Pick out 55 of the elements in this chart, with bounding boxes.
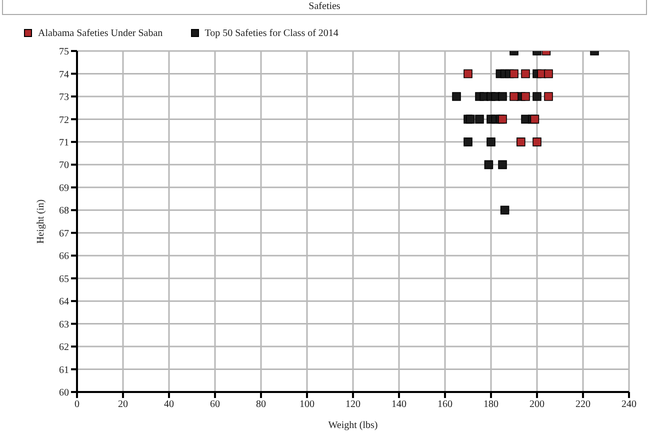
x-tick-label: 240 (622, 399, 636, 410)
point (475, 114, 484, 124)
y-tick-label: 67 (59, 228, 69, 240)
point (521, 92, 530, 101)
point (464, 69, 472, 78)
point (466, 114, 475, 124)
y-tick-label: 68 (59, 206, 69, 217)
point (500, 206, 510, 215)
point (464, 138, 472, 146)
point (510, 69, 518, 78)
y-tick-label: 70 (59, 160, 69, 172)
x-tick-label: 100 (300, 399, 314, 410)
x-tick-label: 160 (438, 399, 452, 410)
y-tick-label: 74 (59, 69, 69, 80)
y-tick-label: 71 (59, 137, 69, 148)
x-tick-label: 20 (118, 399, 128, 410)
x-tick-label: 220 (576, 399, 590, 410)
x-tick-label: 200 (530, 399, 544, 410)
y-tick-label: 72 (59, 114, 69, 126)
point (521, 69, 530, 78)
x-tick-label: 0 (74, 399, 80, 410)
point (532, 138, 542, 146)
y-tick-label: 66 (59, 251, 69, 262)
point (510, 92, 518, 101)
x-tick-label: 140 (392, 399, 406, 410)
point (498, 114, 507, 124)
x-tick-label: 60 (210, 399, 220, 410)
x-tick-label: 80 (256, 399, 266, 410)
legend-label: Top 50 Safeties for Class of 2014 (204, 28, 338, 38)
point (532, 92, 542, 101)
point (486, 138, 496, 146)
point (516, 138, 526, 146)
y-tick-label: 61 (59, 364, 69, 376)
point (498, 92, 507, 101)
chart-title: Safeties (2, 0, 647, 15)
y-tick-label: 62 (59, 342, 69, 354)
y-tick-label: 64 (59, 296, 69, 308)
legend-label: Alabama Safeties Under Saban (38, 28, 163, 38)
x-tick-label: 120 (346, 399, 360, 410)
y-tick-label: 69 (59, 182, 69, 194)
y-tick-label: 75 (59, 46, 69, 58)
x-tick-label: 180 (484, 399, 498, 410)
point (452, 92, 461, 101)
x-tick-label: 40 (164, 399, 174, 410)
y-tick-label: 65 (59, 274, 69, 285)
point (484, 160, 494, 170)
point (544, 92, 553, 101)
x-axis-title: Weight (lbs) (328, 420, 378, 431)
point (544, 69, 553, 78)
y-tick-label: 60 (59, 388, 69, 399)
y-axis-title: Height (in) (36, 199, 47, 244)
y-tick-label: 73 (59, 92, 69, 104)
point (530, 114, 540, 124)
point (498, 160, 507, 170)
y-tick-label: 63 (59, 319, 69, 330)
